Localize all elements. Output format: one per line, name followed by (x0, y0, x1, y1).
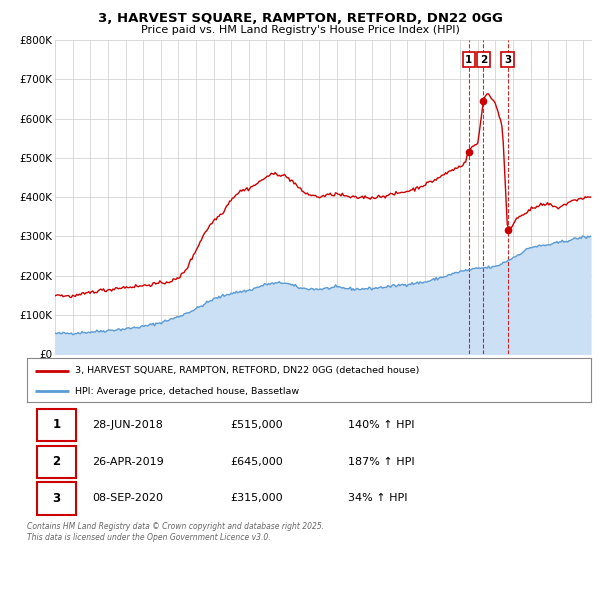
Text: 1: 1 (52, 418, 61, 431)
FancyBboxPatch shape (37, 409, 76, 441)
Text: 26-APR-2019: 26-APR-2019 (92, 457, 164, 467)
FancyBboxPatch shape (37, 445, 76, 478)
Text: £645,000: £645,000 (230, 457, 283, 467)
Text: Contains HM Land Registry data © Crown copyright and database right 2025.
This d: Contains HM Land Registry data © Crown c… (27, 522, 324, 542)
Text: 187% ↑ HPI: 187% ↑ HPI (349, 457, 415, 467)
Text: 34% ↑ HPI: 34% ↑ HPI (349, 493, 408, 503)
Text: 140% ↑ HPI: 140% ↑ HPI (349, 420, 415, 430)
Text: 08-SEP-2020: 08-SEP-2020 (92, 493, 163, 503)
Text: HPI: Average price, detached house, Bassetlaw: HPI: Average price, detached house, Bass… (75, 387, 299, 396)
Text: 3, HARVEST SQUARE, RAMPTON, RETFORD, DN22 0GG (detached house): 3, HARVEST SQUARE, RAMPTON, RETFORD, DN2… (75, 366, 419, 375)
Text: £515,000: £515,000 (230, 420, 283, 430)
Text: 2: 2 (52, 455, 61, 468)
FancyBboxPatch shape (37, 483, 76, 514)
Text: 1: 1 (465, 55, 472, 65)
Text: £315,000: £315,000 (230, 493, 283, 503)
Text: 28-JUN-2018: 28-JUN-2018 (92, 420, 163, 430)
Text: 3: 3 (52, 492, 61, 505)
Text: 2: 2 (480, 55, 487, 65)
Text: Price paid vs. HM Land Registry's House Price Index (HPI): Price paid vs. HM Land Registry's House … (140, 25, 460, 35)
Text: 3: 3 (504, 55, 511, 65)
Text: 3, HARVEST SQUARE, RAMPTON, RETFORD, DN22 0GG: 3, HARVEST SQUARE, RAMPTON, RETFORD, DN2… (98, 12, 502, 25)
